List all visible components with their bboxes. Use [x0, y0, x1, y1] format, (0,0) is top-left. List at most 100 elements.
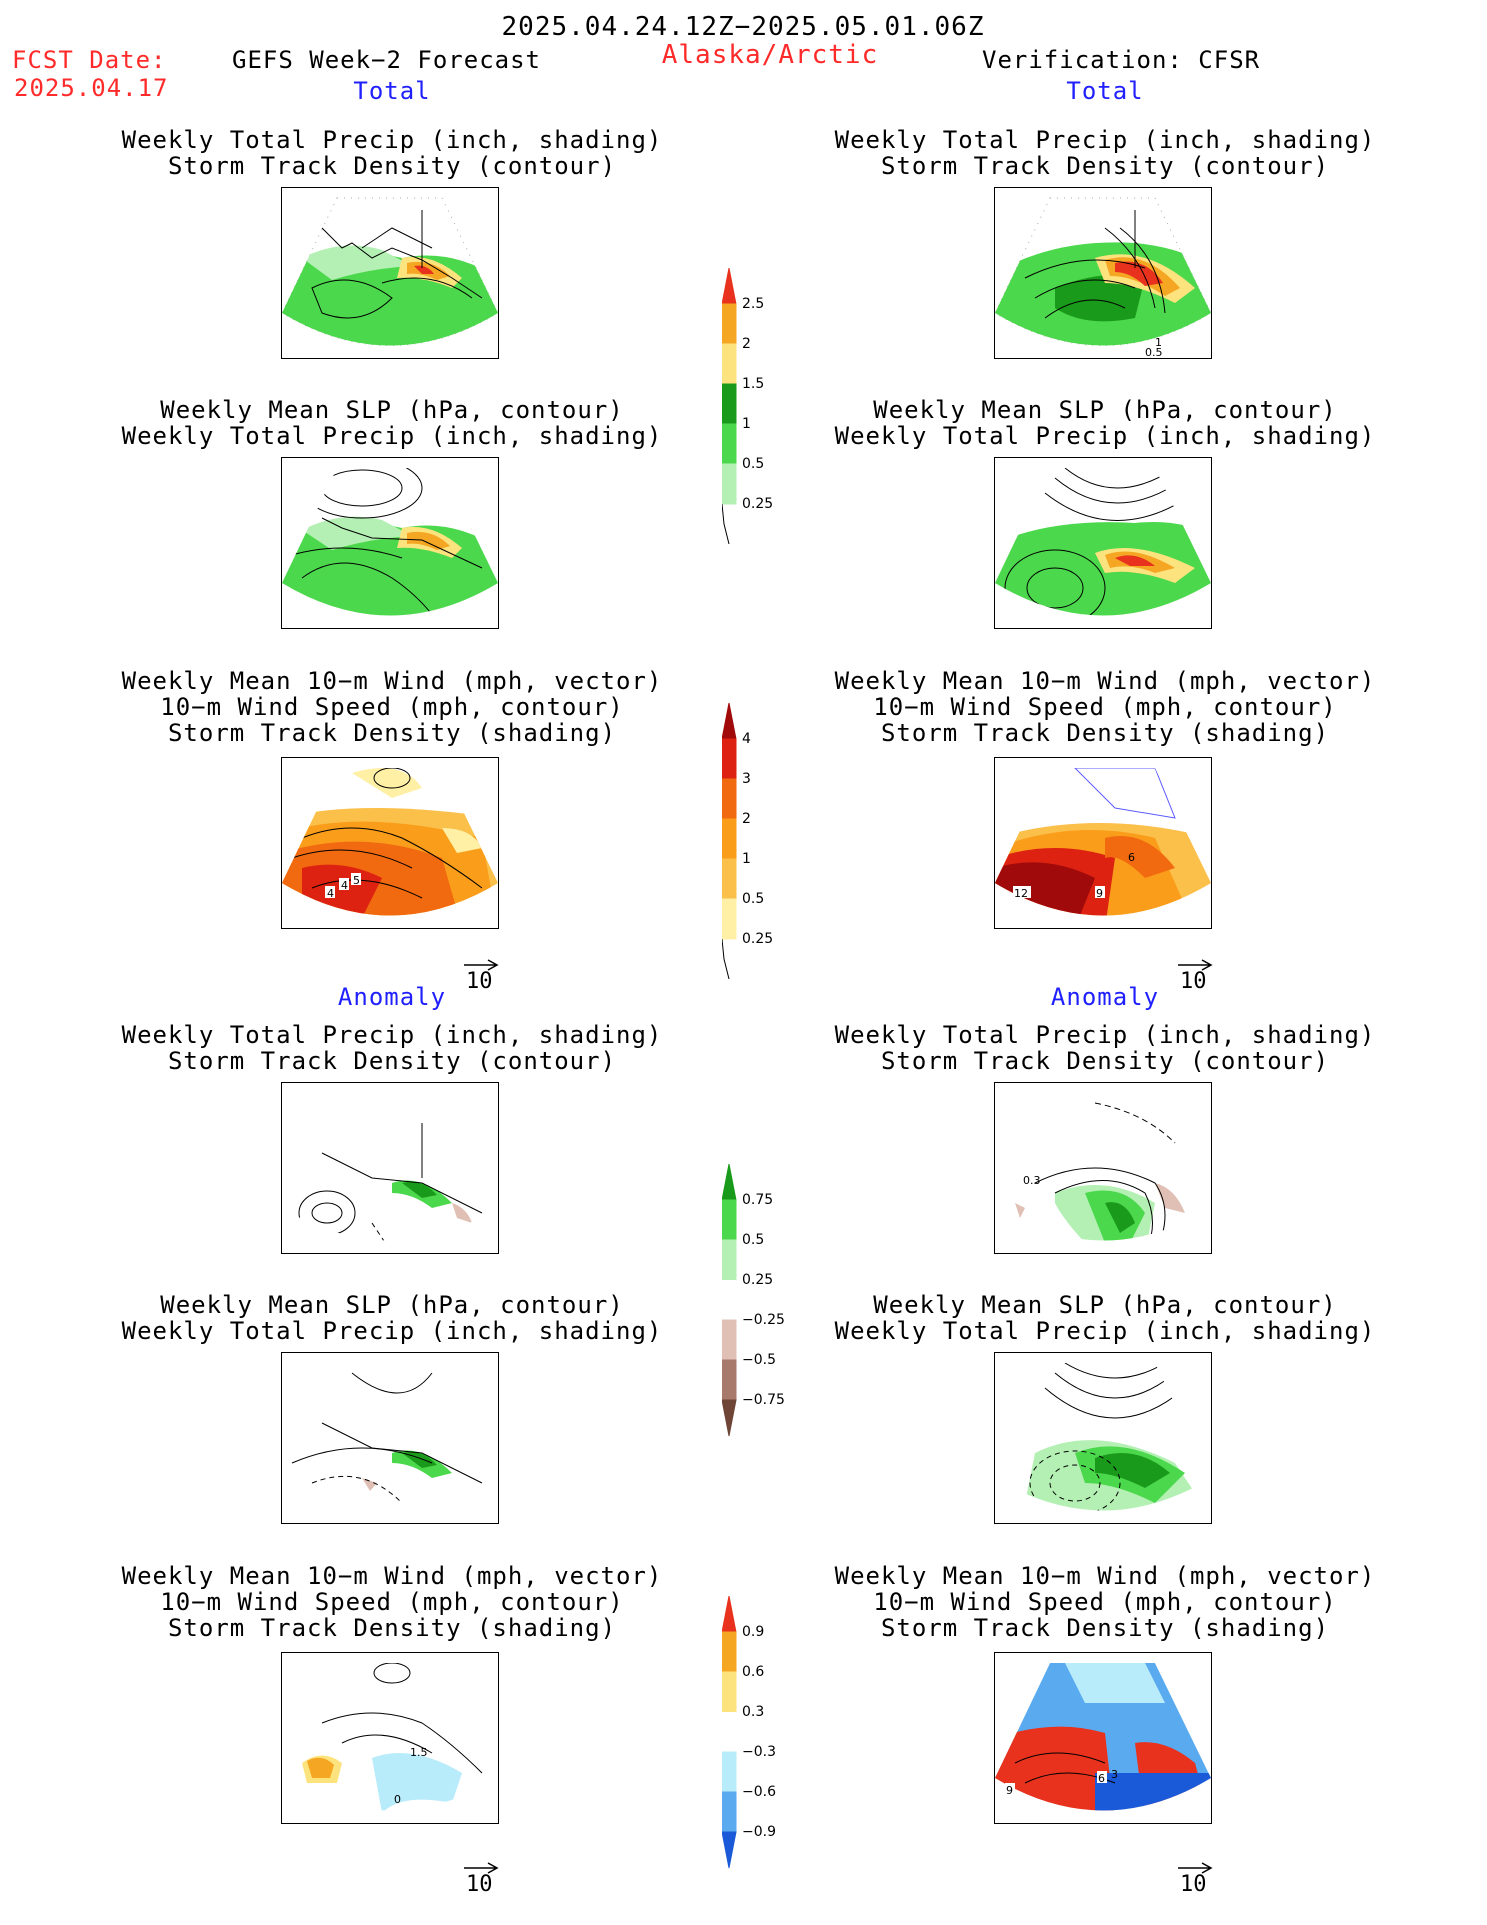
vector-ref-arrow-icon: [464, 959, 499, 971]
colorbar-segment: [722, 1831, 737, 1869]
map-label-4b: 4: [341, 879, 348, 892]
map-label-12: 12: [1014, 887, 1028, 900]
map-total-fcst-wind: 4 4 5: [281, 757, 499, 929]
map-anom-fcst-wind: 1.5 0: [281, 1652, 499, 1824]
map-label-1: 1: [1155, 336, 1162, 349]
panel-title-anom-fcst-wind: Weekly Mean 10−m Wind (mph, vector) 10−m …: [121, 1562, 663, 1642]
map-label-9-anom: 9: [1006, 1784, 1013, 1797]
colorbar-segment: [722, 1280, 736, 1320]
map-label-9: 9: [1096, 887, 1103, 900]
map-total-fcst-precip: [281, 187, 499, 359]
colorbar-segment: [722, 1596, 737, 1633]
colorbar-label: −0.75: [742, 1392, 785, 1408]
panel-title-total-ver-wind: Weekly Mean 10−m Wind (mph, vector) 10−m …: [834, 667, 1376, 747]
vector-ref-label: 10: [466, 969, 493, 994]
colorbar-tail: [722, 503, 730, 544]
colorbar-label: 3: [742, 771, 751, 787]
section-total-right: Total: [1066, 77, 1144, 105]
map-total-fcst-slp: [281, 457, 499, 629]
colorbar-label: 4: [742, 731, 751, 747]
colorbar-segment: [722, 463, 737, 505]
map-label-0.3: 0.3: [1023, 1174, 1041, 1187]
region-title: Alaska/Arctic: [661, 40, 879, 70]
colorbar-segment: [722, 738, 737, 780]
vector-ref-arrow-icon: [464, 1862, 499, 1874]
colorbar-label: 0.25: [742, 931, 774, 947]
panel-title-anom-ver-precip: Weekly Total Precip (inch, shading) Storm…: [834, 1021, 1376, 1075]
colorbar-label: 0.9: [742, 1624, 765, 1640]
colorbar-label: 0.5: [742, 1232, 765, 1248]
colorbar-tail: [722, 938, 730, 979]
colorbar-segment: [722, 1791, 737, 1833]
colorbar-segment: [722, 1239, 737, 1281]
colorbar-label: −0.25: [742, 1312, 785, 1328]
panel-title-total-ver-slp: Weekly Mean SLP (hPa, contour) Weekly Tot…: [834, 396, 1376, 450]
colorbar-label: 1: [742, 416, 751, 432]
colorbar-label: 0.5: [742, 456, 765, 472]
colorbar-segment: [722, 303, 737, 345]
colorbar-segment: [722, 1164, 737, 1201]
colorbar-segment: [722, 858, 737, 900]
colorbar-segment: [722, 1751, 737, 1793]
date-range-title: 2025.04.24.12Z−2025.05.01.06Z: [501, 12, 985, 42]
colorbar-segment: [722, 778, 737, 820]
vector-ref-arrow-icon: [1178, 959, 1213, 971]
colorbar-label: 0.6: [742, 1664, 765, 1680]
map-label-6: 6: [1128, 851, 1135, 864]
map-label-0: 0: [394, 1793, 401, 1806]
colorbar-segment: [722, 423, 737, 465]
colorbar-label: 2: [742, 811, 751, 827]
colorbar-segment: [722, 383, 737, 425]
map-anom-fcst-slp: [281, 1352, 499, 1524]
map-anom-ver-precip: 0.3: [994, 1082, 1212, 1254]
colorbar-segment: [722, 898, 737, 940]
panel-title-total-ver-precip: Weekly Total Precip (inch, shading) Storm…: [834, 126, 1376, 180]
colorbar-label: 0.25: [742, 1272, 774, 1288]
colorbar-segment: [722, 343, 737, 385]
vector-ref-arrow-icon: [1178, 1862, 1213, 1874]
colorbar-segment: [722, 1399, 737, 1437]
colorbar-label: 2: [742, 336, 751, 352]
colorbar-label: 1.5: [742, 376, 765, 392]
panel-title-total-fcst-slp: Weekly Mean SLP (hPa, contour) Weekly Tot…: [121, 396, 663, 450]
vector-ref-label: 10: [466, 1872, 493, 1897]
section-total-left: Total: [353, 77, 431, 105]
model-title: GEFS Week−2 Forecast: [232, 46, 541, 74]
colorbar-label: −0.3: [742, 1744, 776, 1760]
map-anom-ver-wind: 9 6 3: [994, 1652, 1212, 1824]
map-anom-fcst-precip: [281, 1082, 499, 1254]
panel-title-anom-fcst-slp: Weekly Mean SLP (hPa, contour) Weekly Tot…: [121, 1291, 663, 1345]
colorbar-segment: [722, 1319, 737, 1361]
colorbar-label: 0.5: [742, 891, 765, 907]
map-label-0.5: 0.5: [1145, 346, 1163, 358]
section-anomaly-right: Anomaly: [1050, 983, 1160, 1011]
vector-ref-label: 10: [1180, 1872, 1207, 1897]
colorbar-segment: [722, 1359, 737, 1401]
fcst-date-value: 2025.04.17: [14, 74, 169, 102]
fcst-date-label: FCST Date:: [12, 46, 167, 74]
map-total-ver-wind: 12 9 6: [994, 757, 1212, 929]
verification-title: Verification: CFSR: [982, 46, 1261, 74]
panel-title-total-fcst-precip: Weekly Total Precip (inch, shading) Storm…: [121, 126, 663, 180]
colorbar-label: 0.75: [742, 1192, 774, 1208]
colorbar-segment: [722, 1631, 737, 1673]
map-total-ver-slp: [994, 457, 1212, 629]
panel-title-anom-ver-wind: Weekly Mean 10−m Wind (mph, vector) 10−m …: [834, 1562, 1376, 1642]
colorbar-segment: [722, 1199, 737, 1241]
colorbar-label: 0.25: [742, 496, 774, 512]
colorbar-segment: [722, 1671, 737, 1713]
map-anom-ver-slp: [994, 1352, 1212, 1524]
panel-title-total-fcst-wind: Weekly Mean 10−m Wind (mph, vector) 10−m …: [121, 667, 663, 747]
colorbar-label: −0.6: [742, 1784, 776, 1800]
map-label-5: 5: [353, 874, 360, 887]
colorbar-segment: [722, 818, 737, 860]
panel-title-anom-fcst-precip: Weekly Total Precip (inch, shading) Storm…: [121, 1021, 663, 1075]
map-label-4a: 4: [327, 887, 334, 900]
map-total-ver-precip: 1 0.5: [994, 187, 1212, 359]
section-anomaly-left: Anomaly: [337, 983, 447, 1011]
map-label-1.5: 1.5: [410, 1746, 428, 1759]
colorbar-segment: [722, 703, 737, 740]
vector-ref-label: 10: [1180, 969, 1207, 994]
panel-title-anom-ver-slp: Weekly Mean SLP (hPa, contour) Weekly Tot…: [834, 1291, 1376, 1345]
colorbar-label: 2.5: [742, 296, 765, 312]
